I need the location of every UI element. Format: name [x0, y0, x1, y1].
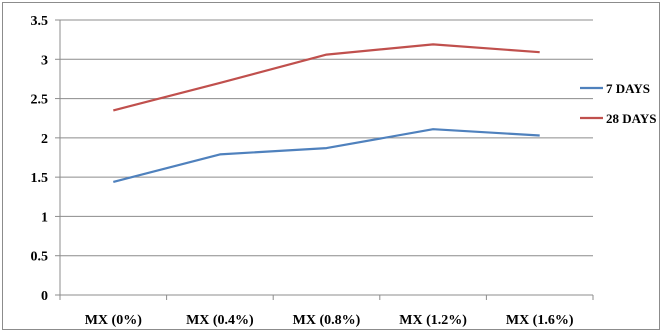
- y-tick-label: 0.5: [31, 250, 49, 265]
- x-tick-label: MX (0.4%): [186, 313, 254, 328]
- x-tick-label: MX (1.2%): [399, 313, 467, 328]
- legend-label: 28 DAYS: [606, 111, 656, 126]
- series-line-7-days: [113, 128, 540, 183]
- y-tick-label: 1.5: [31, 171, 49, 186]
- y-tick-label: 2: [41, 132, 48, 147]
- x-tick-label: MX (0%): [85, 313, 142, 328]
- x-tick-label: MX (1.6%): [506, 313, 574, 328]
- y-tick-label: 3.5: [31, 14, 49, 29]
- y-tick-label: 3: [41, 53, 48, 68]
- series-line-28-days: [113, 43, 540, 112]
- y-tick-label: 2.5: [31, 93, 49, 108]
- chart-frame: [2, 2, 660, 330]
- y-tick-label: 1: [41, 210, 48, 225]
- y-tick-label: 0: [41, 289, 48, 304]
- legend-label: 7 DAYS: [606, 81, 650, 96]
- x-tick-label: MX (0.8%): [293, 313, 361, 328]
